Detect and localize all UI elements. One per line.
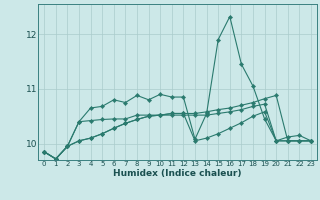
X-axis label: Humidex (Indice chaleur): Humidex (Indice chaleur) [113,169,242,178]
